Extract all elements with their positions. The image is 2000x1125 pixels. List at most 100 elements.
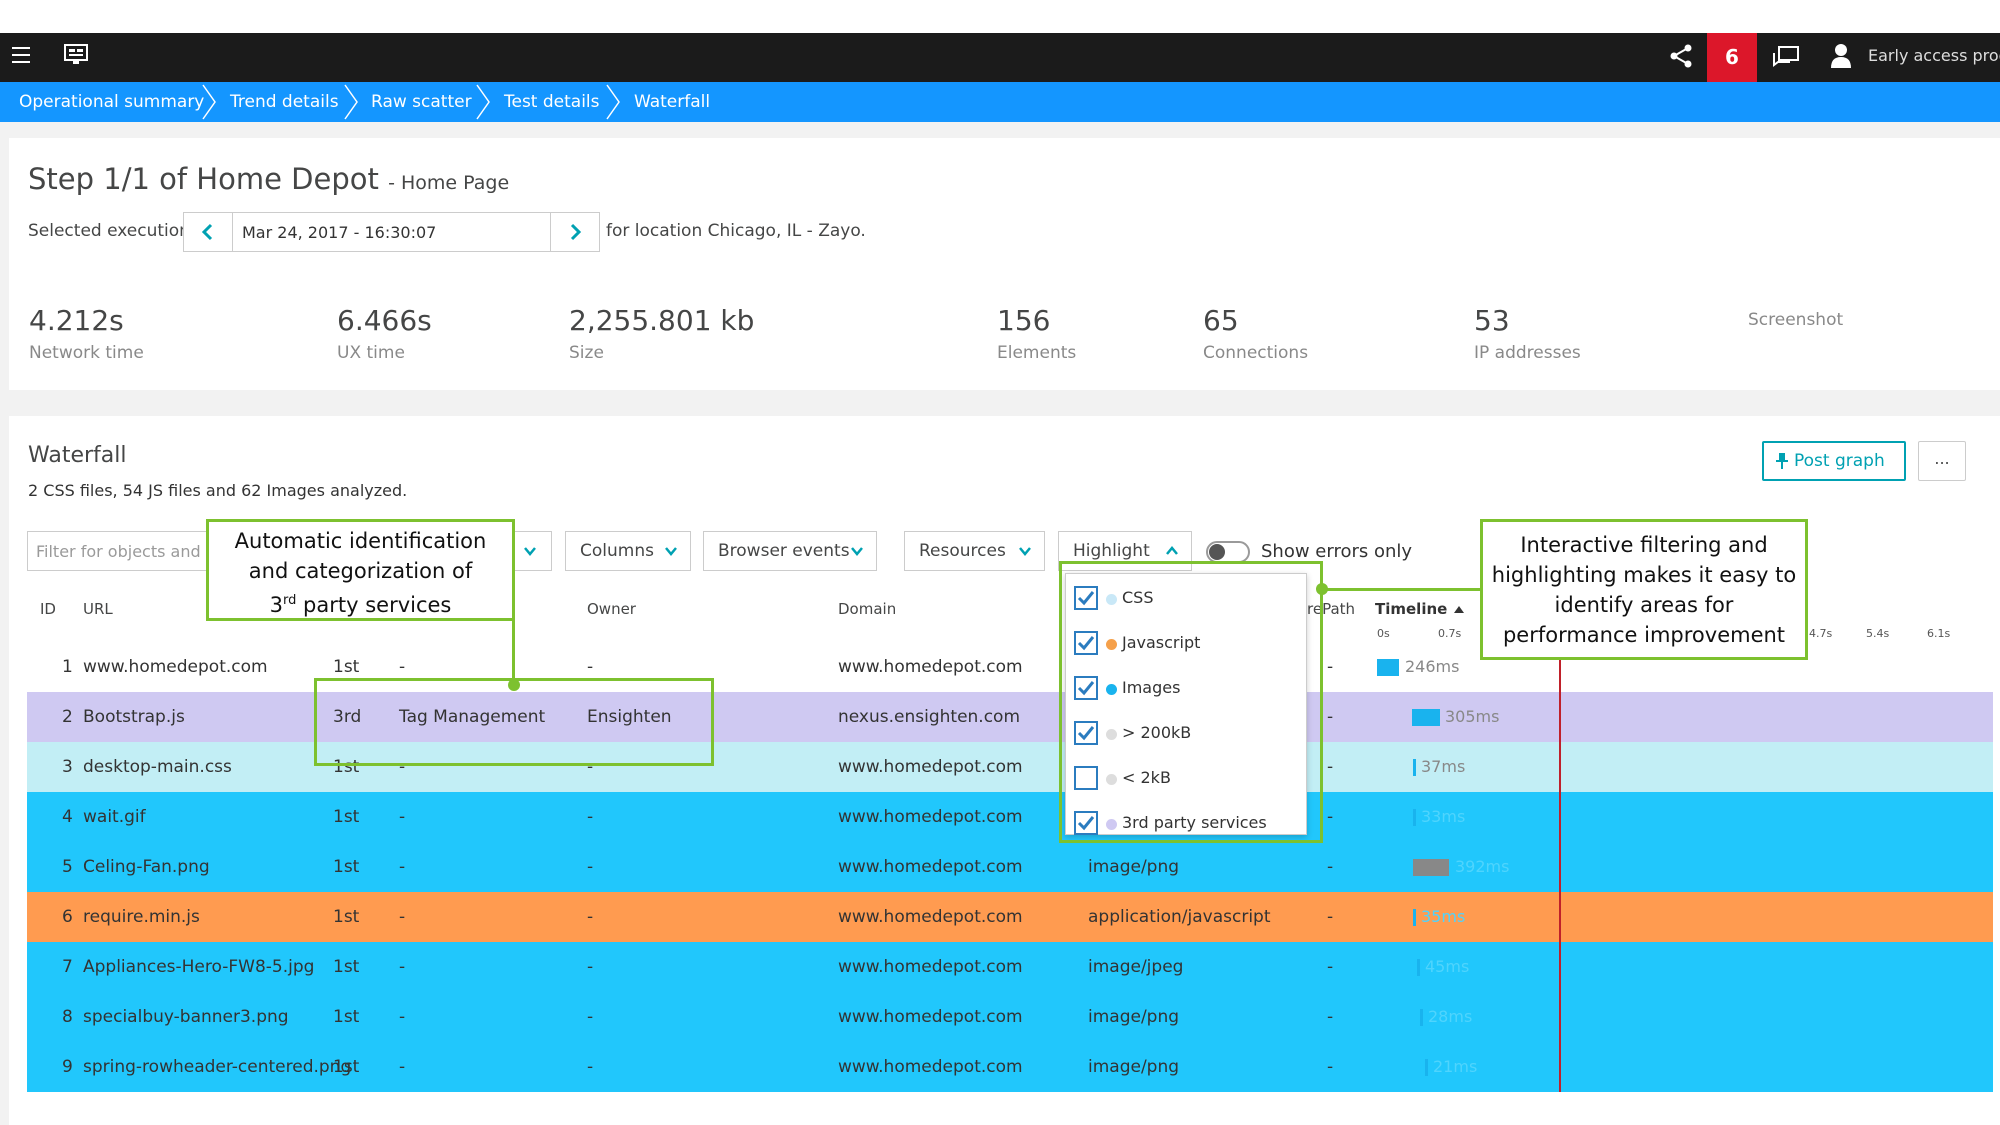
execution-date-value[interactable]: Mar 24, 2017 - 16:30:07 bbox=[242, 223, 437, 242]
highlight-dropdown[interactable]: Highlight bbox=[1058, 531, 1192, 571]
share-icon[interactable] bbox=[1668, 43, 1694, 69]
chevron-down-icon[interactable] bbox=[523, 544, 537, 558]
option-label: Images bbox=[1122, 678, 1181, 697]
next-execution-button[interactable] bbox=[550, 213, 599, 251]
row-domain: www.homedepot.com bbox=[838, 657, 1023, 677]
row-party: 1st bbox=[333, 1057, 360, 1077]
row-category: - bbox=[399, 907, 406, 927]
metric-screenshot[interactable]: Screenshot bbox=[1748, 310, 1844, 330]
row-category: - bbox=[399, 807, 406, 827]
checkbox[interactable] bbox=[1074, 676, 1098, 700]
resources-dropdown[interactable]: Resources bbox=[904, 531, 1045, 571]
chevron-down-icon bbox=[851, 547, 863, 556]
highlight-option-small[interactable]: < 2kB bbox=[1074, 763, 1294, 793]
row-domain: www.homedepot.com bbox=[838, 907, 1023, 927]
row-purepath: - bbox=[1327, 1007, 1334, 1027]
step-summary-panel bbox=[9, 138, 2000, 390]
breadcrumb-separator-icon bbox=[202, 84, 216, 120]
page-subtitle: - Home Page bbox=[388, 172, 510, 194]
table-row[interactable]: 3 desktop-main.css 1st - - www.homedepot… bbox=[27, 742, 1993, 792]
notification-badge[interactable]: 6 bbox=[1707, 33, 1757, 82]
table-row[interactable]: 8 specialbuy-banner3.png 1st - - www.hom… bbox=[27, 992, 1993, 1042]
table-row[interactable]: 7 Appliances-Hero-FW8-5.jpg 1st - - www.… bbox=[27, 942, 1993, 992]
chevron-down-icon bbox=[1019, 547, 1031, 556]
hamburger-menu-icon[interactable] bbox=[12, 47, 30, 63]
early-access-link[interactable]: Early access progr bbox=[1868, 46, 2000, 65]
highlight-option-css[interactable]: CSS bbox=[1074, 583, 1294, 613]
highlight-option-images[interactable]: Images bbox=[1074, 673, 1294, 703]
timeline-label: 37ms bbox=[1421, 757, 1466, 776]
column-header-url[interactable]: URL bbox=[83, 600, 113, 618]
show-errors-toggle[interactable] bbox=[1206, 541, 1250, 563]
checkbox[interactable] bbox=[1074, 631, 1098, 655]
table-row[interactable]: 6 require.min.js 1st - - www.homedepot.c… bbox=[27, 892, 1993, 942]
metric-network-time: 4.212s Network time bbox=[29, 304, 144, 363]
row-type: image/png bbox=[1088, 1057, 1180, 1077]
row-url: Celing-Fan.png bbox=[83, 857, 210, 877]
row-type: image/png bbox=[1088, 1007, 1180, 1027]
chat-icon[interactable] bbox=[1772, 45, 1800, 69]
waterfall-summary: 2 CSS files, 54 JS files and 62 Images a… bbox=[28, 481, 408, 500]
checkbox[interactable] bbox=[1074, 586, 1098, 610]
check-icon bbox=[1077, 816, 1095, 831]
selected-execution-label: Selected execution bbox=[28, 221, 190, 241]
row-purepath: - bbox=[1327, 1057, 1334, 1077]
highlight-option-javascript[interactable]: Javascript bbox=[1074, 628, 1294, 658]
row-id: 8 bbox=[62, 1007, 73, 1027]
row-domain: www.homedepot.com bbox=[838, 1007, 1023, 1027]
column-header-id[interactable]: ID bbox=[40, 600, 56, 618]
metric-ip-addresses: 53 IP addresses bbox=[1474, 304, 1581, 363]
row-owner: - bbox=[587, 1007, 594, 1027]
breadcrumb: Operational summary Trend details Raw sc… bbox=[0, 82, 2000, 122]
table-row[interactable]: 2 Bootstrap.js 3rd Tag Management Ensigh… bbox=[27, 692, 1993, 742]
columns-dropdown[interactable]: Columns bbox=[565, 531, 691, 571]
color-dot bbox=[1106, 774, 1117, 785]
row-id: 5 bbox=[62, 857, 73, 877]
row-purepath: - bbox=[1327, 957, 1334, 977]
previous-execution-button[interactable] bbox=[184, 213, 233, 251]
column-header-timeline[interactable]: Timeline bbox=[1375, 600, 1465, 618]
timeline-bar bbox=[1377, 659, 1399, 676]
table-row[interactable]: 1 www.homedepot.com 1st - - www.homedepo… bbox=[27, 642, 1993, 692]
breadcrumb-trend-details[interactable]: Trend details bbox=[230, 92, 339, 112]
row-purepath: - bbox=[1327, 757, 1334, 777]
row-domain: www.homedepot.com bbox=[838, 807, 1023, 827]
column-header-domain[interactable]: Domain bbox=[838, 600, 897, 618]
sort-ascending-icon bbox=[1453, 606, 1464, 613]
highlight-option-large[interactable]: > 200kB bbox=[1074, 718, 1294, 748]
timeline-label: 35ms bbox=[1421, 907, 1466, 926]
page-title: Step 1/1 of Home Depot - Home Page bbox=[28, 162, 510, 196]
option-label: 3rd party services bbox=[1122, 813, 1267, 832]
checkbox[interactable] bbox=[1074, 766, 1098, 790]
more-options-button[interactable]: ... bbox=[1918, 441, 1966, 481]
checkbox[interactable] bbox=[1074, 721, 1098, 745]
table-row[interactable]: 5 Celing-Fan.png 1st - - www.homedepot.c… bbox=[27, 842, 1993, 892]
table-row[interactable]: 9 spring-rowheader-centered.png 1st - - … bbox=[27, 1042, 1993, 1092]
row-purepath: - bbox=[1327, 807, 1334, 827]
table-row[interactable]: 4 wait.gif 1st - - www.homedepot.com - 3… bbox=[27, 792, 1993, 842]
timeline-bar bbox=[1413, 809, 1416, 826]
browser-events-dropdown[interactable]: Browser events bbox=[703, 531, 877, 571]
breadcrumb-operational-summary[interactable]: Operational summary bbox=[19, 92, 205, 112]
breadcrumb-raw-scatter[interactable]: Raw scatter bbox=[371, 92, 472, 112]
user-icon[interactable] bbox=[1830, 43, 1852, 69]
callout-interactive-filtering: Interactive filtering and highlighting m… bbox=[1480, 519, 1808, 660]
row-url: specialbuy-banner3.png bbox=[83, 1007, 289, 1027]
column-header-owner[interactable]: Owner bbox=[587, 600, 636, 618]
chevron-left-icon bbox=[201, 223, 213, 241]
monitor-icon[interactable] bbox=[64, 44, 88, 66]
column-header-purepath[interactable]: rePath bbox=[1307, 600, 1356, 618]
row-type: application/javascript bbox=[1088, 907, 1271, 927]
breadcrumb-waterfall[interactable]: Waterfall bbox=[634, 92, 711, 112]
breadcrumb-test-details[interactable]: Test details bbox=[504, 92, 600, 112]
row-domain: www.homedepot.com bbox=[838, 1057, 1023, 1077]
highlight-option-3rd-party[interactable]: 3rd party services bbox=[1074, 808, 1294, 838]
checkbox[interactable] bbox=[1074, 811, 1098, 835]
row-url: Bootstrap.js bbox=[83, 707, 185, 727]
row-party: 1st bbox=[333, 807, 360, 827]
row-party: 1st bbox=[333, 1007, 360, 1027]
row-party: 1st bbox=[333, 857, 360, 877]
top-navigation-bar: 6 Early access progr bbox=[0, 33, 2000, 82]
post-graph-button[interactable]: Post graph bbox=[1762, 441, 1906, 481]
row-type: image/png bbox=[1088, 857, 1180, 877]
